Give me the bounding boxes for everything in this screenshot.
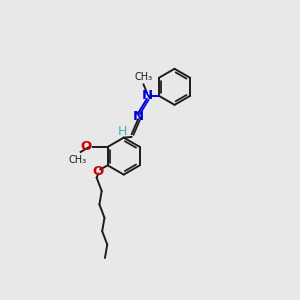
Text: N: N <box>133 110 144 123</box>
Text: N: N <box>141 89 152 102</box>
Text: CH₃: CH₃ <box>134 71 152 82</box>
Text: O: O <box>80 140 92 153</box>
Text: O: O <box>93 165 104 178</box>
Text: H: H <box>118 125 128 138</box>
Text: CH₃: CH₃ <box>69 155 87 165</box>
